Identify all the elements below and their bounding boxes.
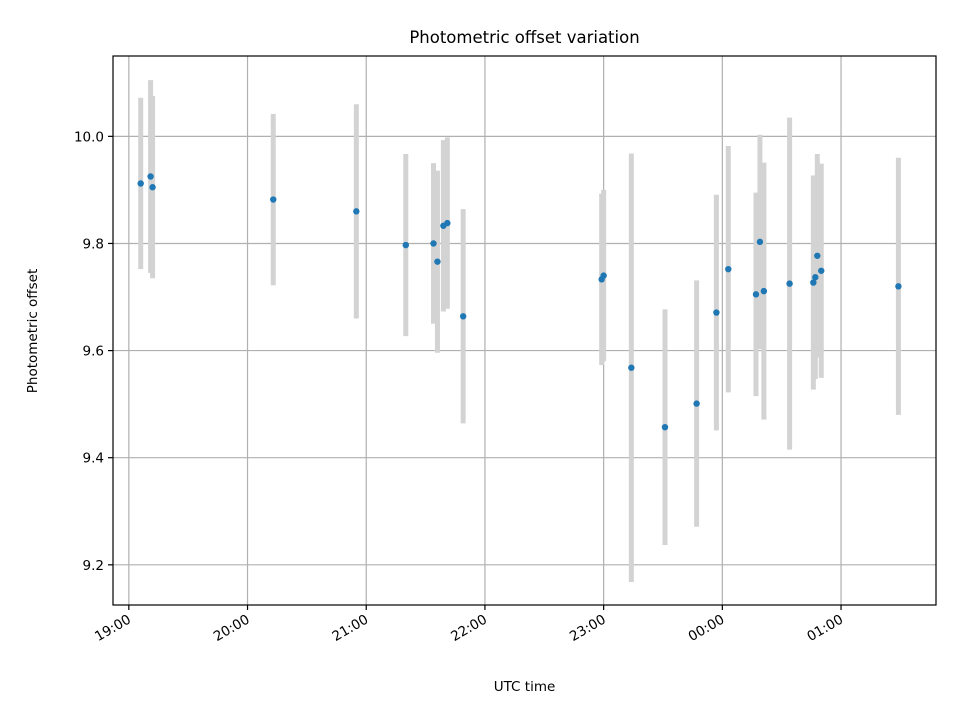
data-point xyxy=(693,400,700,407)
data-point xyxy=(402,241,409,249)
data-point xyxy=(752,291,760,298)
data-point xyxy=(661,423,669,431)
data-point xyxy=(137,180,144,187)
data-point xyxy=(353,208,360,215)
data-point xyxy=(814,252,821,259)
x-axis-label: UTC time xyxy=(494,679,556,695)
data-point xyxy=(147,173,154,180)
chart-title: Photometric offset variation xyxy=(409,28,639,47)
y-axis-label: Photometric offset xyxy=(25,269,41,393)
y-tick-label: 9.8 xyxy=(83,236,104,252)
data-point xyxy=(713,309,720,316)
data-point xyxy=(725,265,732,273)
data-point xyxy=(760,287,768,295)
data-point xyxy=(628,364,635,371)
data-point xyxy=(434,258,441,265)
y-tick-label: 9.4 xyxy=(83,451,104,467)
data-point xyxy=(756,238,764,246)
grid xyxy=(113,56,936,605)
y-tick-label: 9.2 xyxy=(83,558,104,574)
data-point xyxy=(810,279,817,286)
y-axis-ticks: 9.2 9.4 9.6 9.8 10.0 xyxy=(74,129,113,574)
data-point xyxy=(786,280,793,287)
data-point xyxy=(444,219,451,227)
data-point xyxy=(430,240,437,247)
data-point xyxy=(818,267,825,274)
data-point xyxy=(270,196,277,203)
data-point xyxy=(600,272,607,279)
data-point xyxy=(895,283,902,290)
data-point xyxy=(459,313,467,320)
data-point xyxy=(812,274,819,281)
y-tick-label: 10.0 xyxy=(74,129,104,145)
plot-frame xyxy=(112,55,937,606)
y-tick-label: 9.6 xyxy=(83,344,104,360)
data-points xyxy=(137,173,902,431)
data-point xyxy=(149,184,156,191)
